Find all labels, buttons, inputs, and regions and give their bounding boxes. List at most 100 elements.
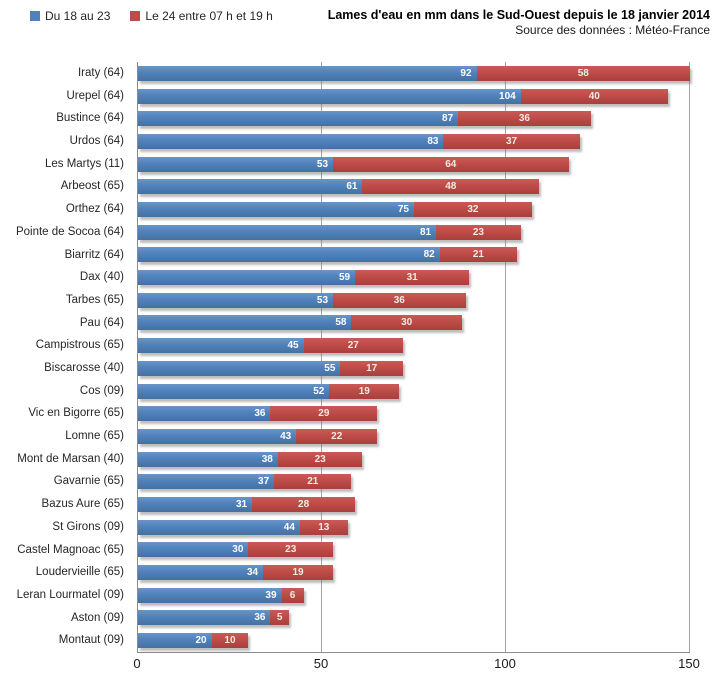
bar-segment-blue: 81 bbox=[138, 224, 437, 240]
category-label: Lomne (65) bbox=[65, 430, 124, 443]
bar-value-label: 34 bbox=[246, 567, 259, 579]
bar-row: 31 28 bbox=[138, 497, 356, 512]
bar-segment-blue: 34 bbox=[138, 565, 264, 581]
bar-segment-blue: 36 bbox=[138, 406, 271, 422]
bar-row: 55 17 bbox=[138, 360, 403, 376]
category-label: Urdos (64) bbox=[69, 135, 124, 148]
bar-value-label: 13 bbox=[318, 521, 330, 533]
chart-subtitle: Source des données : Météo-France bbox=[515, 23, 710, 37]
category-label: Urepel (64) bbox=[66, 89, 124, 102]
bar-segment-red: 36 bbox=[458, 111, 591, 127]
bar-value-label: 21 bbox=[472, 249, 484, 261]
bar-row: 52 19 bbox=[138, 383, 400, 399]
value-axis: 0 50 100 150 bbox=[0, 656, 716, 674]
bar-value-label: 30 bbox=[232, 544, 244, 556]
bar-value-label: 82 bbox=[423, 249, 435, 261]
category-label: Campistrous (65) bbox=[35, 339, 124, 352]
category-label: Biscarosse (40) bbox=[44, 362, 124, 374]
bar-segment-blue: 52 bbox=[138, 383, 330, 399]
bar-value-label: 39 bbox=[265, 589, 277, 601]
bar-row: 53 36 bbox=[138, 292, 466, 308]
bar-row: 75 32 bbox=[138, 202, 532, 217]
bar-segment-blue: 61 bbox=[138, 179, 363, 195]
bar-row: 30 23 bbox=[138, 542, 334, 558]
bar-segment-blue: 83 bbox=[138, 133, 444, 149]
legend-swatch-blue-icon bbox=[30, 11, 40, 21]
legend-item-series2: Le 24 entre 07 h et 19 h bbox=[130, 9, 273, 23]
bar-value-label: 36 bbox=[254, 612, 266, 624]
bar-segment-red: 48 bbox=[362, 179, 540, 195]
category-label: Iraty (64) bbox=[77, 67, 124, 79]
bar-value-label: 75 bbox=[397, 204, 409, 215]
bar-segment-red: 19 bbox=[329, 383, 400, 399]
x-tick-label: 50 bbox=[313, 656, 329, 671]
category-label: Cos (09) bbox=[79, 384, 124, 397]
legend-label-series2: Le 24 entre 07 h et 19 h bbox=[145, 9, 273, 23]
bar-value-label: 30 bbox=[401, 317, 413, 329]
bar-row: 45 27 bbox=[138, 338, 403, 354]
category-label: Arbeost (65) bbox=[60, 180, 124, 193]
bar-segment-red: 27 bbox=[303, 338, 403, 354]
bar-segment-red: 21 bbox=[274, 474, 352, 490]
category-axis: Iraty (64) Urepel (64) Bustince (64) Urdos … bbox=[0, 62, 130, 652]
bar-row: 20 10 bbox=[138, 633, 249, 649]
category-label: Dax (40) bbox=[79, 271, 124, 284]
bar-value-label: 19 bbox=[292, 567, 304, 579]
title-block: Lames d'eau en mm dans le Sud-Ouest depu… bbox=[328, 7, 710, 38]
bar-segment-blue: 59 bbox=[138, 270, 356, 286]
bar-segment-red: 21 bbox=[439, 247, 518, 263]
bar-row: 104 40 bbox=[138, 88, 668, 104]
bar-value-label: 61 bbox=[346, 181, 358, 193]
category-label: Mont de Marsan (40) bbox=[17, 452, 124, 465]
bar-segment-red: 58 bbox=[476, 65, 690, 81]
bar-value-label: 55 bbox=[324, 362, 336, 374]
category-label: Aston (09) bbox=[70, 611, 124, 624]
bar-row: 82 21 bbox=[138, 247, 518, 263]
bar-value-label: 59 bbox=[338, 272, 351, 284]
category-label: Biarritz (64) bbox=[64, 248, 124, 261]
x-tick-label: 0 bbox=[133, 656, 141, 671]
bar-value-label: 23 bbox=[285, 544, 297, 556]
bar-segment-red: 23 bbox=[436, 224, 521, 240]
gridline bbox=[320, 62, 322, 652]
bar-row: 53 64 bbox=[138, 156, 569, 172]
category-label: Bustince (64) bbox=[56, 112, 124, 125]
bar-segment-blue: 45 bbox=[138, 338, 304, 354]
bar-row: 34 19 bbox=[138, 565, 334, 581]
gridline bbox=[689, 62, 690, 652]
bar-row: 81 23 bbox=[138, 224, 521, 240]
category-label: Orthez (64) bbox=[65, 203, 124, 216]
bar-value-label: 64 bbox=[445, 158, 457, 170]
legend-item-series1: Du 18 au 23 bbox=[30, 9, 110, 23]
category-label: Vic en Bigorre (65) bbox=[28, 407, 124, 420]
bar-value-label: 52 bbox=[313, 385, 325, 397]
bar-value-label: 28 bbox=[298, 499, 310, 510]
bar-value-label: 22 bbox=[331, 430, 343, 442]
bar-value-label: 31 bbox=[235, 499, 248, 510]
bar-row: 36 5 bbox=[138, 610, 289, 626]
legend-label-series1: Du 18 au 23 bbox=[45, 9, 111, 23]
bar-value-label: 29 bbox=[318, 408, 330, 420]
chart-title: Lames d'eau en mm dans le Sud-Ouest depu… bbox=[327, 8, 710, 22]
bar-segment-blue: 44 bbox=[138, 519, 300, 535]
bar-value-label: 44 bbox=[283, 521, 295, 533]
bar-segment-red: 40 bbox=[520, 88, 668, 104]
bar-value-label: 53 bbox=[316, 294, 329, 306]
bar-row: 38 23 bbox=[138, 451, 363, 467]
bar-segment-blue: 39 bbox=[138, 587, 282, 603]
bar-row: 87 36 bbox=[138, 111, 591, 127]
bar-row: 59 31 bbox=[138, 270, 470, 286]
bar-segment-red: 29 bbox=[270, 406, 378, 422]
category-label: Gavarnie (65) bbox=[53, 475, 124, 488]
bar-row: 58 30 bbox=[138, 315, 462, 331]
category-label: Montaut (09) bbox=[58, 634, 124, 647]
category-label: St Girons (09) bbox=[52, 520, 124, 533]
bar-value-label: 21 bbox=[307, 476, 319, 488]
bar-segment-red: 13 bbox=[299, 519, 348, 535]
bar-value-label: 53 bbox=[316, 158, 329, 170]
bar-value-label: 37 bbox=[258, 476, 270, 488]
category-label: Pau (64) bbox=[79, 316, 124, 329]
bar-segment-red: 28 bbox=[252, 497, 356, 512]
category-label: Castel Magnoac (65) bbox=[17, 543, 124, 556]
